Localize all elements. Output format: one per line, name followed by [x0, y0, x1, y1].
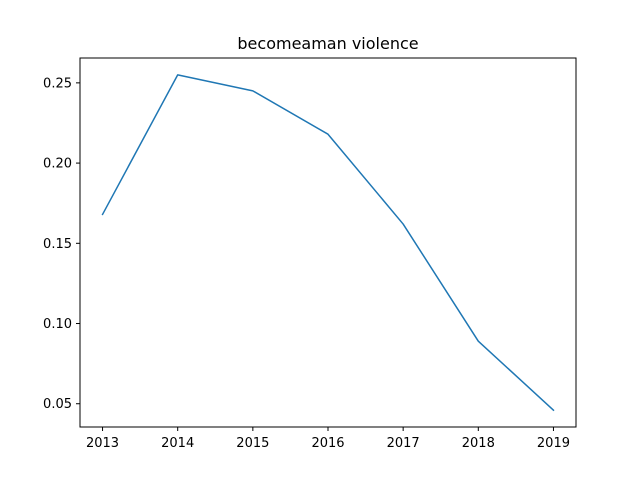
- plot-area: 2013 2014 2015 2016 2017 2018 2019 0.05 0.10 0.15…: [43, 58, 576, 451]
- x-tick-label: 2018: [462, 436, 495, 451]
- x-tick-label: 2017: [387, 436, 420, 451]
- y-tick-label: 0.20: [43, 157, 72, 172]
- x-tick-label: 2015: [236, 436, 269, 451]
- x-tick-label: 2016: [311, 436, 344, 451]
- y-tick-label: 0.10: [43, 317, 72, 332]
- chart-title: becomeaman violence: [237, 34, 418, 53]
- y-tick-label: 0.25: [43, 76, 72, 91]
- axes-frame: [80, 58, 576, 427]
- y-tick-label: 0.15: [43, 237, 72, 252]
- x-tick-label: 2013: [86, 436, 119, 451]
- x-tick-label: 2014: [161, 436, 194, 451]
- x-tick-label: 2019: [537, 436, 570, 451]
- series-line-0: [103, 75, 554, 410]
- y-tick-label: 0.05: [43, 397, 72, 412]
